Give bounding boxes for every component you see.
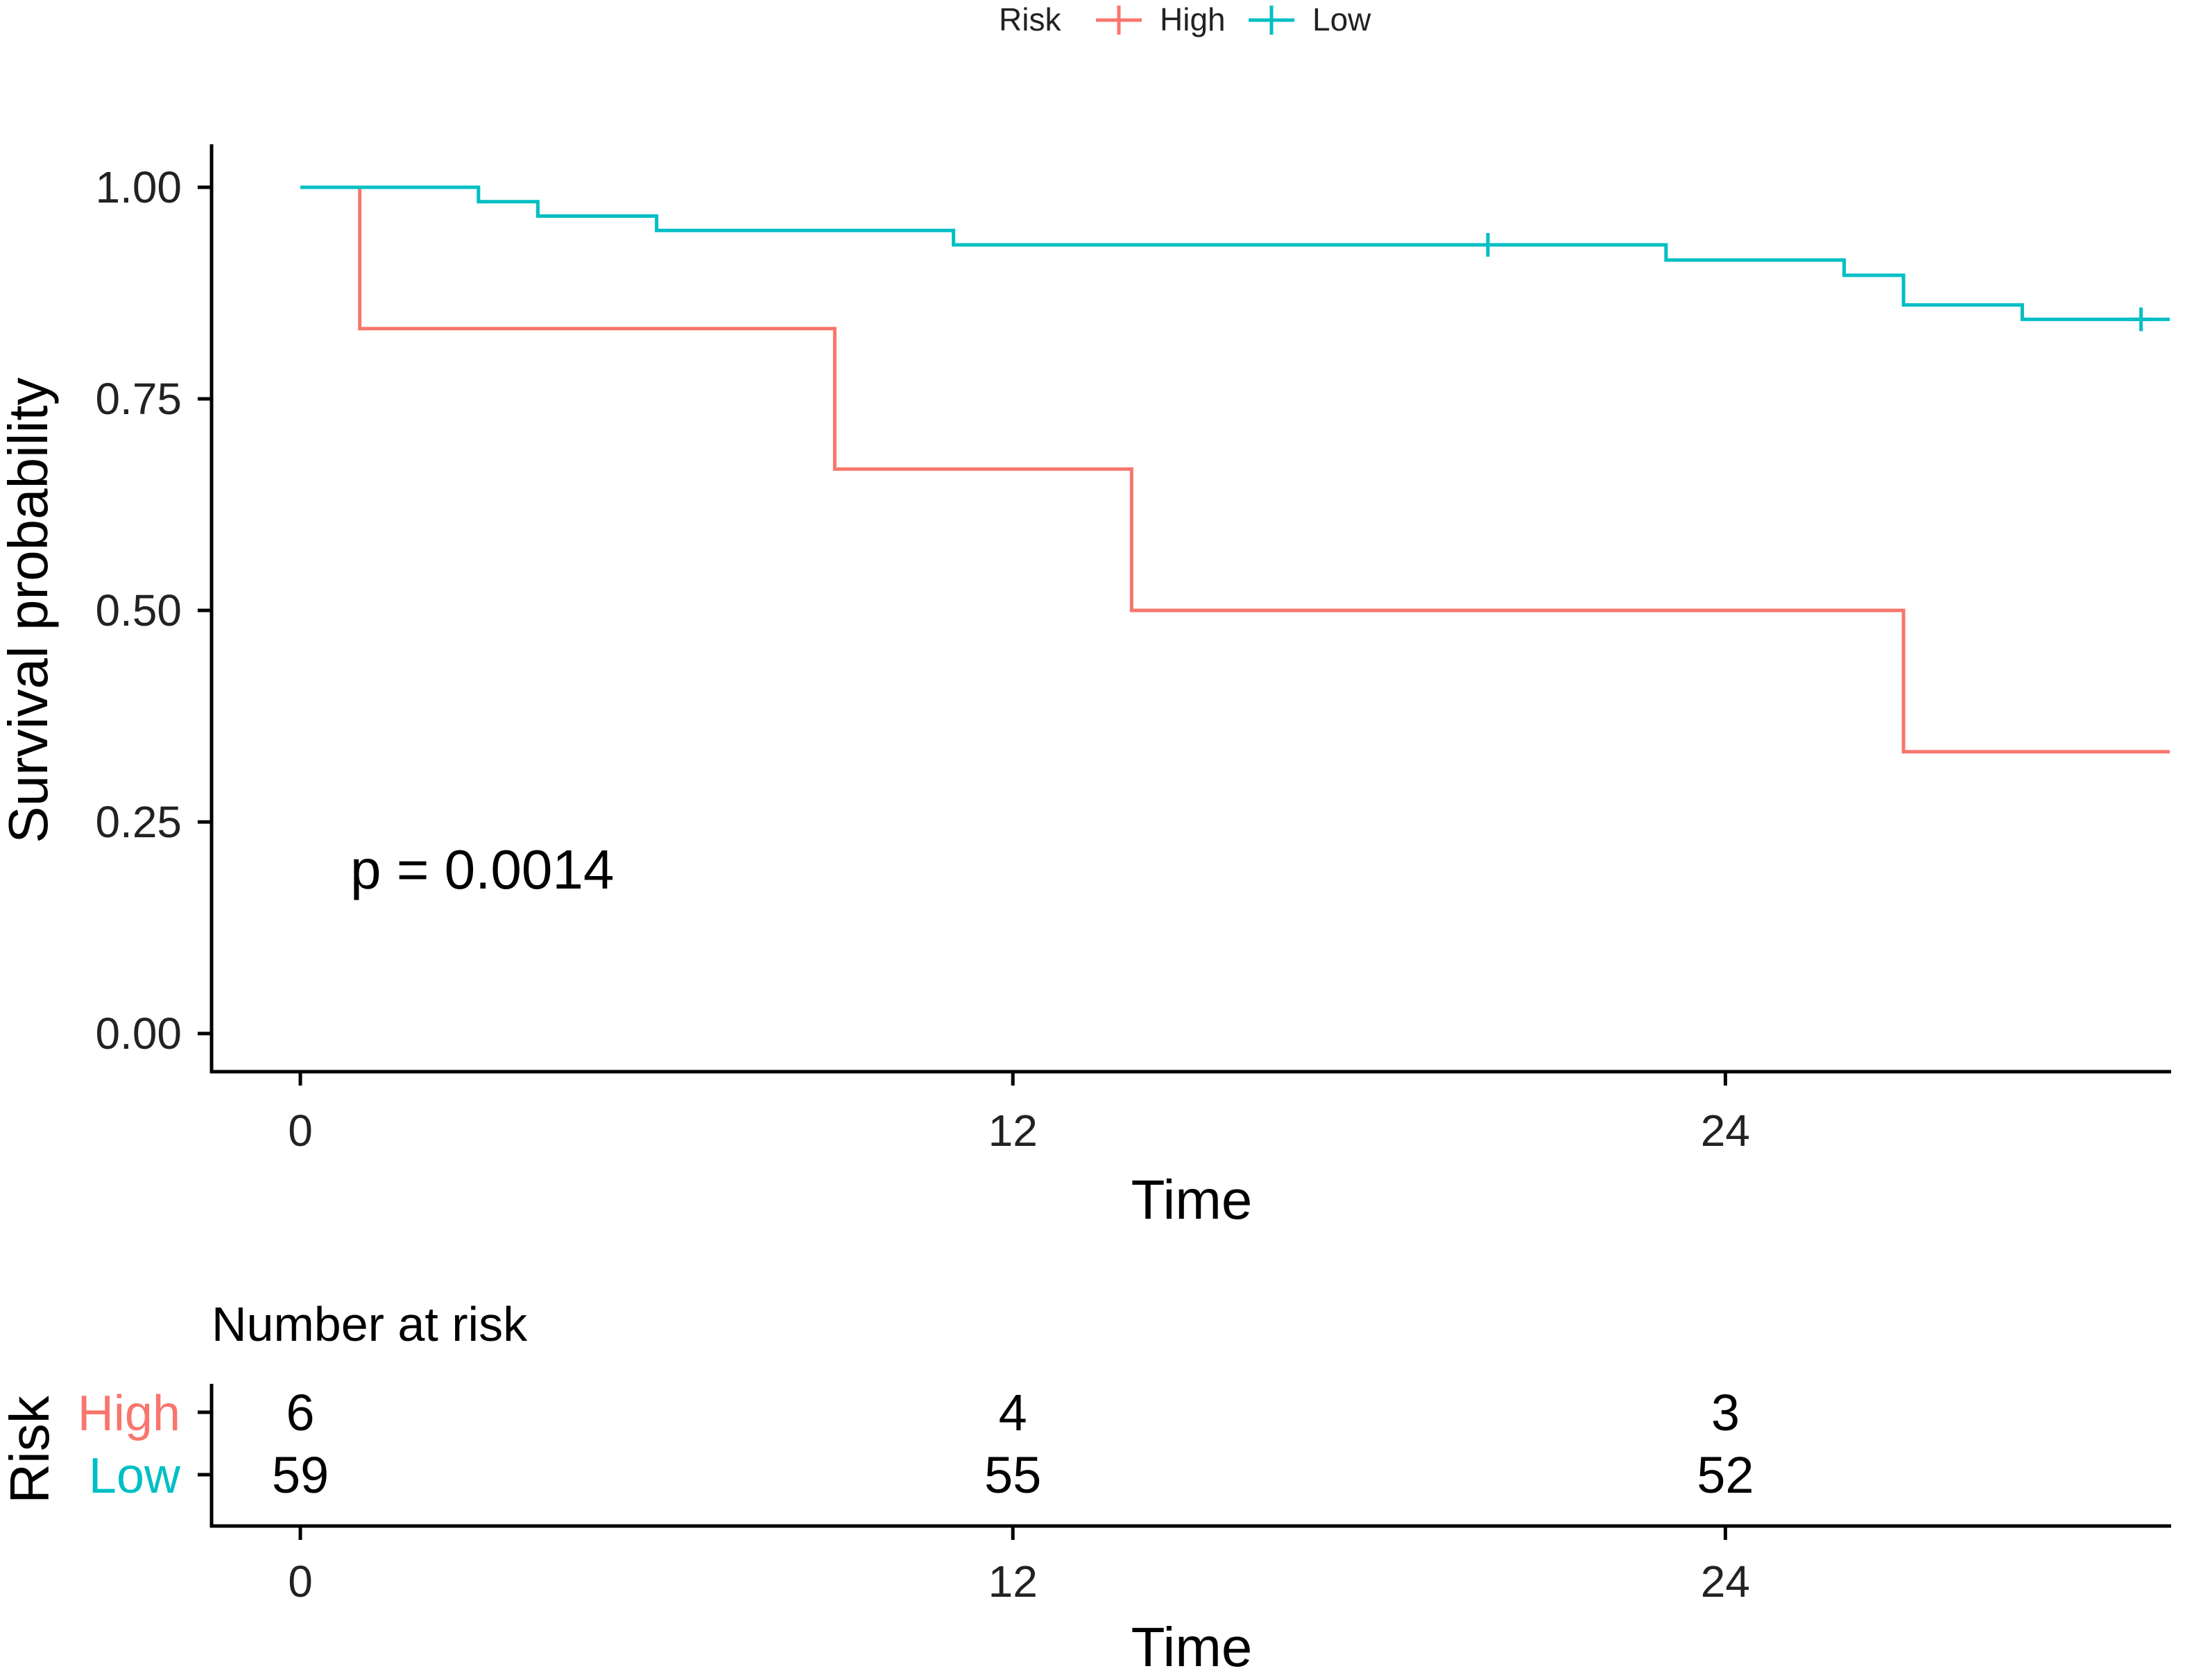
legend-low-label: Low (1312, 1, 1371, 37)
risk-rows: High6432Low59555236 (78, 1384, 1754, 1504)
x-tick-label: 0 (288, 1106, 313, 1156)
y-tick-label: 1.00 (95, 162, 182, 212)
risk-count-high: 6 (286, 1384, 314, 1441)
y-tick-label: 0.00 (95, 1009, 182, 1058)
legend-title: Risk (999, 1, 1061, 37)
y-tick-label: 0.50 (95, 585, 182, 635)
risk-x-tick-label: 12 (988, 1557, 1038, 1606)
risk-row-label-high: High (78, 1386, 180, 1441)
curve-low (300, 185, 2170, 321)
curve-high (300, 185, 2170, 754)
risk-group-label: Risk (0, 1395, 60, 1504)
p-value-annotation: p = 0.0014 (350, 839, 614, 900)
risk-count-low: 52 (1697, 1446, 1754, 1504)
risk-count-high: 3 (1711, 1384, 1740, 1441)
risk-table-axes (209, 1384, 2171, 1528)
survival-curves (300, 185, 2170, 754)
censor-mark-low (1476, 232, 1500, 257)
x-tick-label: 24 (1701, 1106, 1750, 1156)
x-axis-title: Time (1131, 1169, 1253, 1231)
risk-row-label-low: Low (89, 1448, 181, 1504)
y-ticks: 0.00 0.25 0.50 0.75 1.00 (95, 162, 212, 1058)
x-ticks: 0122436 (288, 1072, 1750, 1156)
y-axis-title: Survival probability (0, 377, 59, 843)
risk-count-high: 4 (999, 1384, 1027, 1441)
risk-count-low: 59 (272, 1446, 329, 1504)
x-tick-label: 12 (988, 1106, 1038, 1156)
risk-table-title: Number at risk (212, 1297, 528, 1351)
risk-x-axis-title: Time (1131, 1616, 1253, 1678)
y-tick-label: 0.75 (95, 374, 182, 424)
risk-x-tick-label: 24 (1701, 1557, 1750, 1606)
legend-high-label: High (1160, 1, 1226, 37)
risk-x-ticks: 0122436 (288, 1526, 1750, 1606)
risk-count-low: 55 (984, 1446, 1041, 1504)
risk-x-tick-label: 0 (288, 1557, 313, 1606)
censor-mark-low (2129, 307, 2153, 332)
y-tick-label: 0.25 (95, 797, 182, 847)
legend: Risk High Low (999, 1, 1371, 37)
